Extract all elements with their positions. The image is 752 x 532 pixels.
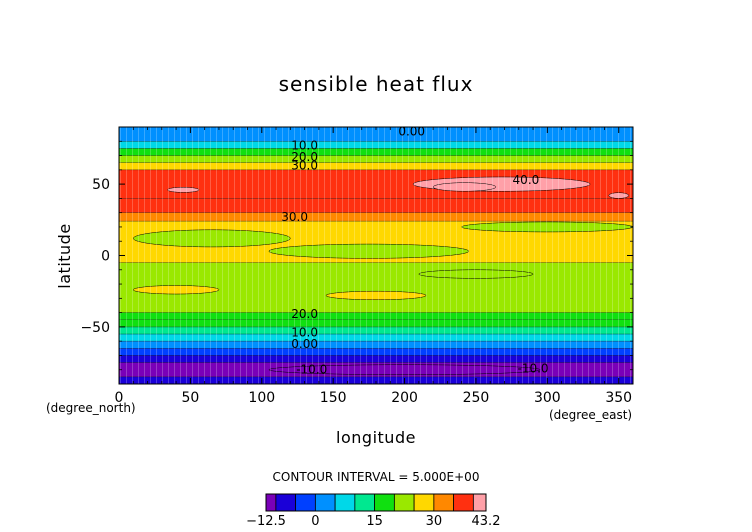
- colorbar-tick-label: −12.5: [246, 514, 286, 529]
- colorbar-swatch: [334, 493, 356, 512]
- contour-label: 10.0: [291, 326, 318, 340]
- y-tick-label: 0: [101, 249, 110, 265]
- colorbar-tick-label: 43.2: [472, 514, 501, 529]
- x-tick-label: 300: [534, 390, 561, 406]
- x-axis-label: longitude: [336, 428, 416, 447]
- colorbar-tick-labels: −12.5 0 15 30 43.2: [246, 514, 500, 529]
- contour-label: -10.0: [296, 363, 327, 377]
- contour-label: 0.00: [291, 337, 318, 351]
- colorbar-tick-label: 0: [311, 514, 319, 529]
- colorbar: [265, 493, 487, 512]
- y-axis-label: latitude: [55, 223, 74, 288]
- grain-overlay: [119, 127, 633, 384]
- colorbar-swatch: [433, 493, 455, 512]
- x-axis-ticks: 0 50 100 150 200 250 300 350: [115, 127, 632, 406]
- colorbar-swatch: [472, 493, 487, 512]
- colorbar-swatch: [295, 493, 316, 512]
- x-tick-label: 150: [320, 390, 347, 406]
- x-tick-label: 0: [115, 390, 124, 406]
- contour-label: 40.0: [513, 173, 540, 187]
- plot-area: 0.0010.020.030.040.030.020.010.00.00-10.…: [118, 124, 634, 385]
- contour-label: -10.0: [518, 361, 549, 375]
- chart-title: sensible heat flux: [279, 72, 474, 96]
- y-tick-label: 50: [92, 177, 110, 193]
- x-tick-label: 100: [248, 390, 275, 406]
- contour-label: 0.00: [398, 124, 425, 138]
- y-axis-ticks: −50 0 50: [80, 140, 633, 371]
- colorbar-swatch: [265, 493, 277, 512]
- colorbar-swatch: [374, 493, 395, 512]
- colorbar-swatch: [453, 493, 474, 512]
- x-tick-label: 50: [181, 390, 199, 406]
- contour-label: 20.0: [291, 150, 318, 164]
- contour-label: 30.0: [291, 159, 318, 173]
- colorbar-swatch: [354, 493, 376, 512]
- x-unit-label: (degree_east): [549, 408, 632, 422]
- colorbar-tick-label: 15: [366, 514, 383, 529]
- colorbar-swatch: [275, 493, 297, 512]
- y-unit-label: (degree_north): [46, 401, 136, 415]
- x-tick-label: 250: [463, 390, 490, 406]
- y-tick-label: −50: [80, 320, 110, 336]
- colorbar-swatch: [393, 493, 415, 512]
- colorbar-swatch: [314, 493, 336, 512]
- x-tick-label: 350: [605, 390, 632, 406]
- contour-label: 30.0: [281, 210, 308, 224]
- contour-label: 20.0: [291, 307, 318, 321]
- colorbar-swatch: [413, 493, 435, 512]
- colorbar-tick-label: 30: [426, 514, 443, 529]
- contour-label: 10.0: [291, 139, 318, 153]
- x-tick-label: 200: [391, 390, 418, 406]
- contour-labels: 0.0010.020.030.040.030.020.010.00.00-10.…: [281, 124, 549, 377]
- colorbar-frame: [265, 493, 487, 512]
- contour-interval-label: CONTOUR INTERVAL = 5.000E+00: [273, 470, 480, 484]
